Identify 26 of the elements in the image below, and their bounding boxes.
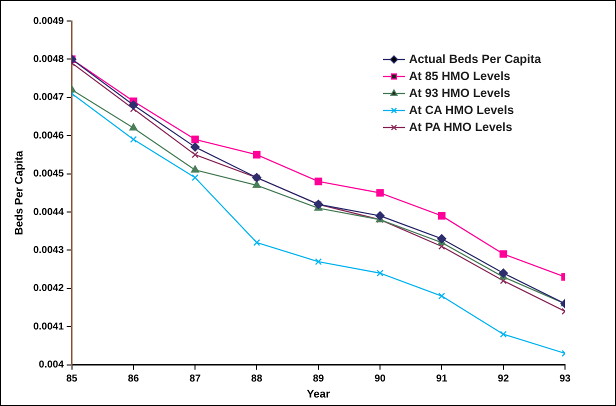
y-tick-label: 0.0043 xyxy=(33,244,64,256)
y-tick-label: 0.0041 xyxy=(33,321,64,332)
y-tick-label: 0.0049 xyxy=(33,16,64,27)
legend-label: At PA HMO Levels xyxy=(408,120,513,134)
x-tick-label: 88 xyxy=(251,374,263,385)
y-tick-label: 0.0047 xyxy=(33,92,64,104)
x-tick-label: 85 xyxy=(66,374,78,385)
x-tick-label: 93 xyxy=(559,374,571,385)
legend-label: Actual Beds Per Capita xyxy=(408,52,542,66)
y-tick-label: 0.0046 xyxy=(33,130,64,142)
y-tick-label: 0.0044 xyxy=(33,206,64,218)
x-tick-label: 92 xyxy=(498,374,510,385)
x-tick-label: 91 xyxy=(436,374,448,385)
x-tick-label: 86 xyxy=(128,374,140,385)
legend-label: At 85 HMO Levels xyxy=(408,68,511,83)
x-tick-label: 89 xyxy=(312,374,324,385)
x-axis-title: Year xyxy=(306,388,331,400)
x-tick-label: 87 xyxy=(190,374,202,385)
y-tick-label: 0.0048 xyxy=(33,54,64,65)
y-tick-label: 0.004 xyxy=(38,360,64,371)
y-axis-title: Beds Per Capita xyxy=(14,150,26,236)
x-tick-label: 90 xyxy=(374,374,386,385)
legend-label: At 93 HMO Levels xyxy=(408,86,511,100)
legend-label: At CA HMO Levels xyxy=(408,102,514,117)
y-tick-label: 0.0045 xyxy=(33,168,64,180)
y-tick-label: 0.0042 xyxy=(33,283,64,294)
